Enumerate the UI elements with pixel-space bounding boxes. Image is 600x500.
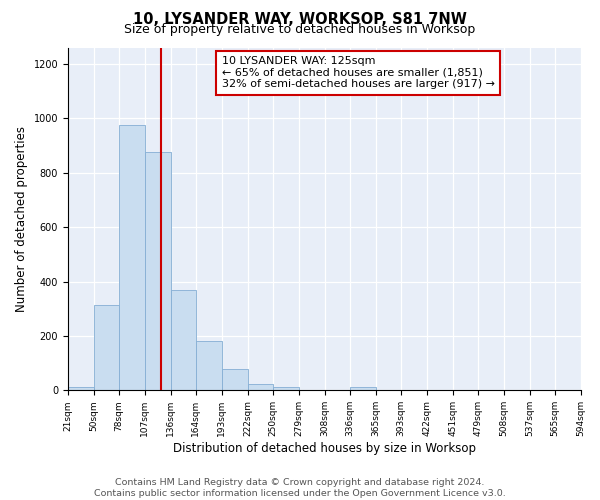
Bar <box>119 125 145 390</box>
Bar <box>350 387 376 390</box>
Bar <box>248 384 273 390</box>
Text: Contains HM Land Registry data © Crown copyright and database right 2024.
Contai: Contains HM Land Registry data © Crown c… <box>94 478 506 498</box>
Text: 10, LYSANDER WAY, WORKSOP, S81 7NW: 10, LYSANDER WAY, WORKSOP, S81 7NW <box>133 12 467 28</box>
Bar <box>222 368 248 390</box>
Bar <box>68 387 94 390</box>
Text: Size of property relative to detached houses in Worksop: Size of property relative to detached ho… <box>124 22 476 36</box>
Bar <box>94 304 119 390</box>
Bar <box>196 342 222 390</box>
Bar <box>171 290 196 390</box>
Bar <box>273 387 299 390</box>
Text: 10 LYSANDER WAY: 125sqm
← 65% of detached houses are smaller (1,851)
32% of semi: 10 LYSANDER WAY: 125sqm ← 65% of detache… <box>221 56 494 90</box>
Bar <box>145 152 171 390</box>
X-axis label: Distribution of detached houses by size in Worksop: Distribution of detached houses by size … <box>173 442 476 455</box>
Y-axis label: Number of detached properties: Number of detached properties <box>15 126 28 312</box>
